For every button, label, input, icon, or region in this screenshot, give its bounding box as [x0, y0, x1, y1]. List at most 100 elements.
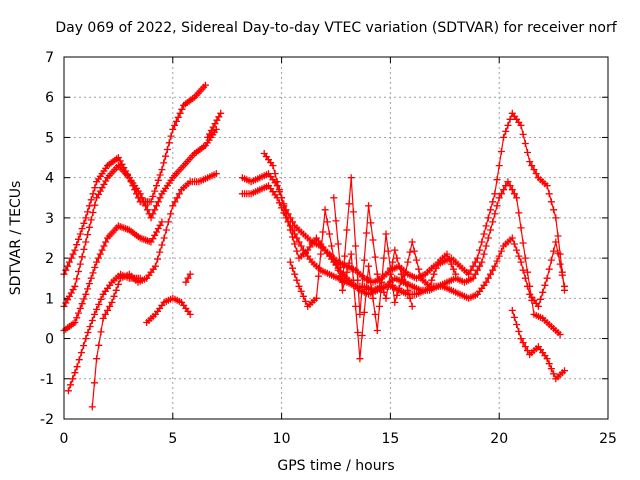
- data-point: [561, 367, 568, 375]
- data-point: [87, 274, 95, 282]
- data-point: [87, 196, 95, 204]
- data-point: [186, 310, 194, 318]
- data-point: [517, 121, 525, 129]
- data-point: [413, 256, 420, 264]
- data-point: [98, 246, 106, 254]
- y-tick-label: 3: [45, 211, 54, 227]
- data-point: [88, 403, 96, 411]
- data-point: [545, 190, 553, 198]
- data-point: [467, 266, 475, 274]
- data-point: [347, 250, 355, 258]
- data-point: [104, 306, 111, 314]
- data-point: [550, 247, 558, 255]
- data-point: [358, 283, 366, 291]
- data-point: [275, 186, 283, 194]
- data-point: [500, 133, 508, 141]
- data-point: [71, 246, 79, 254]
- data-point: [389, 281, 397, 289]
- data-point: [382, 294, 390, 302]
- data-point: [356, 355, 364, 363]
- data-point: [532, 170, 540, 178]
- data-point: [495, 194, 503, 202]
- data-point: [519, 130, 527, 138]
- data-point: [521, 254, 529, 262]
- data-point: [147, 214, 155, 222]
- data-point: [297, 242, 305, 250]
- data-point: [426, 282, 434, 290]
- data-point: [282, 210, 290, 218]
- data-point: [545, 360, 553, 368]
- data-point: [393, 254, 401, 262]
- data-point: [382, 230, 390, 238]
- data-point: [552, 238, 560, 246]
- series-track-n: [508, 306, 568, 383]
- data-point: [173, 194, 181, 202]
- data-point: [345, 200, 353, 208]
- data-point: [406, 248, 414, 256]
- data-point: [95, 341, 103, 349]
- data-point: [521, 140, 529, 147]
- data-point: [271, 170, 279, 178]
- data-point: [339, 286, 346, 294]
- data-point: [491, 190, 499, 198]
- data-point: [493, 176, 501, 184]
- data-point: [450, 265, 457, 273]
- data-point: [378, 278, 386, 286]
- data-point: [302, 297, 309, 305]
- data-point: [415, 265, 423, 273]
- data-point: [369, 294, 377, 302]
- data-point: [201, 81, 209, 89]
- data-point: [406, 294, 414, 302]
- data-point: [526, 282, 534, 290]
- data-point: [513, 246, 521, 254]
- data-point: [489, 266, 497, 274]
- data-point: [315, 272, 323, 280]
- plot-frame: [63, 56, 609, 420]
- y-tick-label: -2: [40, 412, 54, 428]
- data-point: [156, 248, 164, 256]
- data-point: [171, 121, 179, 129]
- data-point: [80, 245, 88, 253]
- data-point: [508, 306, 516, 314]
- series-track-e: [88, 170, 220, 411]
- data-point: [85, 280, 93, 288]
- data-point: [328, 242, 336, 250]
- data-point: [476, 246, 484, 254]
- data-point: [504, 121, 512, 129]
- data-point: [156, 171, 164, 179]
- data-point: [352, 302, 360, 310]
- data-point: [389, 258, 397, 266]
- data-point: [495, 252, 503, 260]
- data-point: [395, 284, 403, 292]
- data-point: [291, 240, 299, 248]
- data-point: [269, 162, 277, 170]
- data-point: [154, 255, 162, 263]
- data-point: [515, 252, 523, 260]
- x-tick-label: 20: [490, 431, 508, 447]
- series-track-b: [60, 125, 220, 310]
- data-point: [73, 241, 81, 249]
- data-point: [373, 327, 381, 334]
- data-point: [543, 274, 551, 282]
- x-tick-label: 10: [273, 431, 291, 447]
- data-point: [143, 206, 151, 214]
- data-point: [537, 295, 544, 303]
- data-point: [493, 202, 501, 210]
- data-point: [330, 194, 338, 202]
- data-point: [76, 260, 84, 268]
- data-point: [217, 109, 225, 117]
- tick-layer: 0 5 10 15 20 25 -2 -1 0 1 2 3 4 5 6 7: [40, 50, 617, 447]
- data-point: [86, 323, 94, 330]
- data-point: [280, 202, 288, 210]
- x-tick-label: 5: [168, 431, 177, 447]
- data-point: [554, 249, 562, 257]
- data-point: [356, 310, 364, 318]
- data-point: [140, 198, 148, 206]
- data-point: [493, 257, 501, 265]
- data-point: [284, 218, 292, 226]
- data-point: [480, 250, 488, 258]
- data-point: [67, 254, 75, 262]
- data-point: [508, 234, 516, 242]
- data-point: [524, 347, 531, 355]
- data-point: [106, 302, 114, 310]
